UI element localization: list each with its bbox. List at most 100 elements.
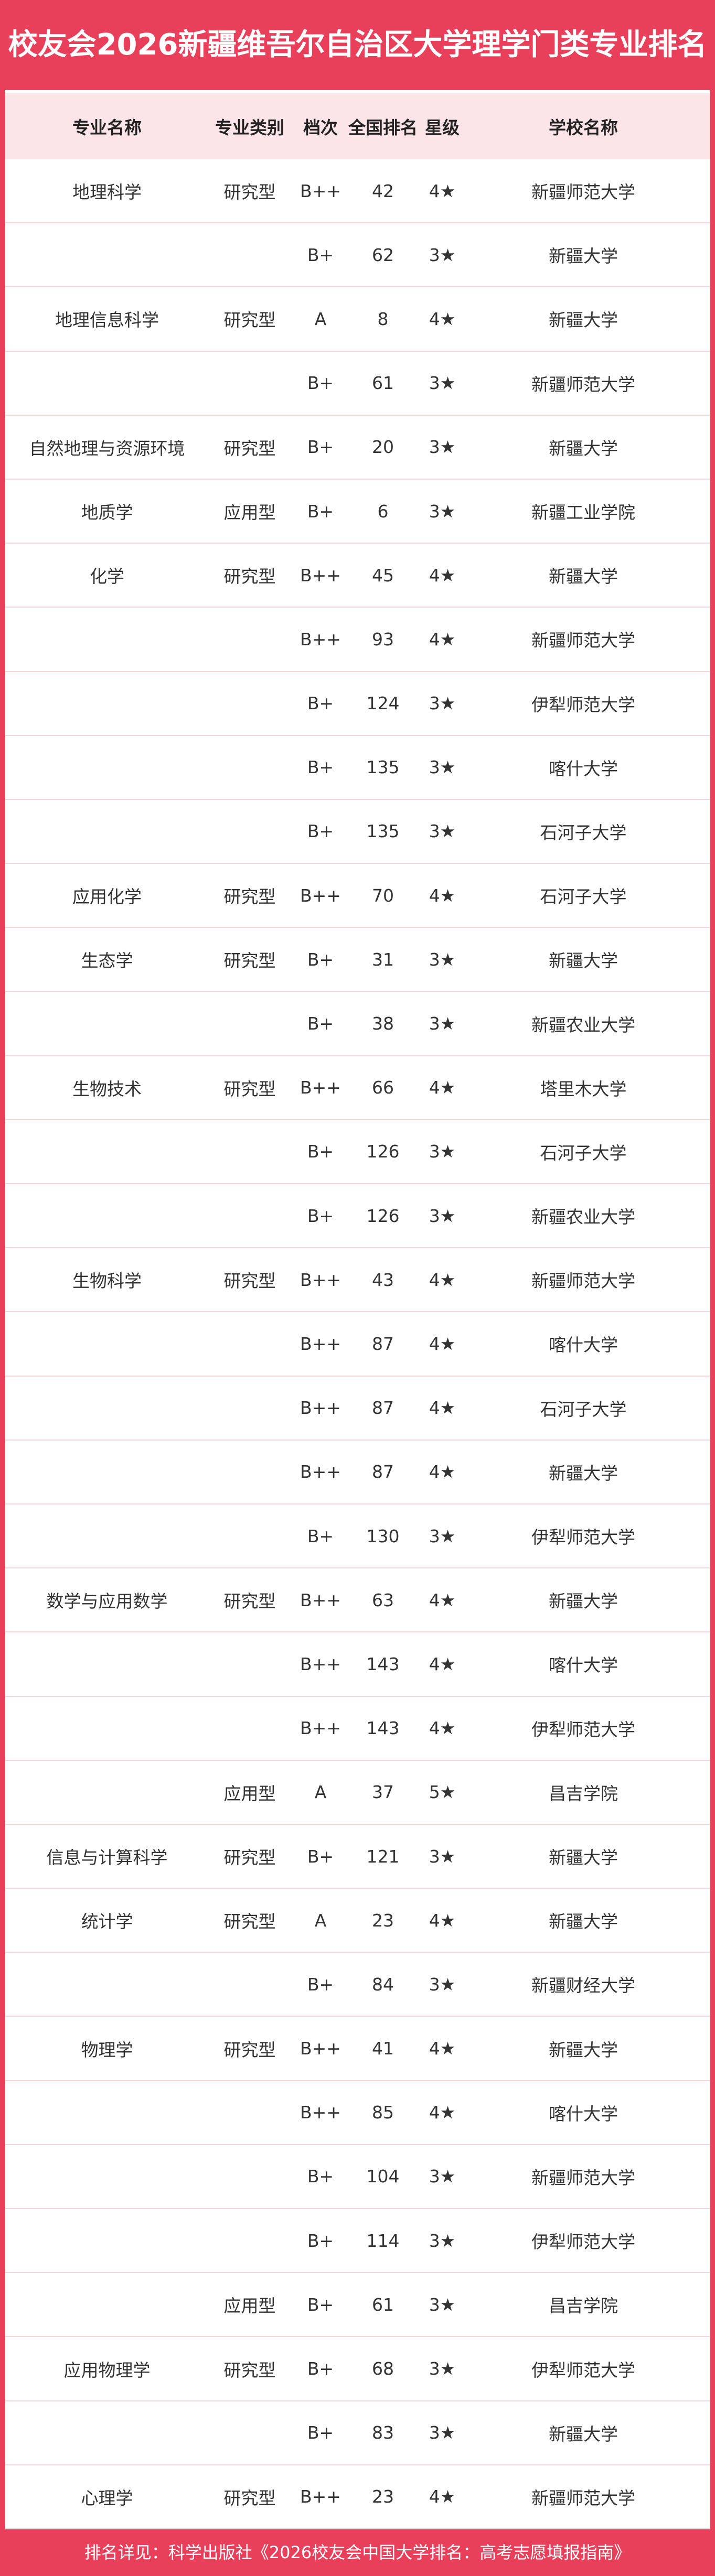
cell: 学校名称 [549, 117, 618, 138]
cell: 3★ [429, 757, 456, 778]
cell: 新疆大学 [549, 2039, 618, 2060]
cell: B+ [307, 2294, 334, 2315]
cell: 喀什大学 [549, 1655, 618, 1676]
cell: 地质学 [81, 502, 133, 523]
cell: 4★ [429, 1398, 456, 1419]
cell: 新疆师范大学 [531, 1271, 635, 1292]
table-row: 化学 研究型 B++ 45 4★ 新疆大学 [5, 544, 710, 608]
cell: 4★ [429, 2102, 456, 2123]
cell: 93 [372, 629, 394, 650]
cell: 42 [372, 180, 394, 201]
cell: B+ [307, 1205, 334, 1226]
cell: A [314, 1782, 327, 1803]
cell: 3★ [429, 1205, 456, 1226]
cell: B+ [307, 2166, 334, 2187]
cell: 104 [366, 2166, 400, 2187]
cell: 研究型 [223, 2359, 276, 2380]
cell: 新疆师范大学 [531, 630, 635, 651]
cell: B++ [300, 2486, 341, 2507]
table-row: 数学与应用数学 研究型 B++ 63 4★ 新疆大学 [5, 1568, 710, 1633]
cell: 43 [372, 1269, 394, 1290]
cell: 喀什大学 [549, 758, 618, 779]
cell: 3★ [429, 437, 456, 458]
cell: 生物科学 [72, 1271, 142, 1292]
cell: B++ [300, 1653, 341, 1674]
cell: 新疆工业学院 [531, 502, 635, 523]
cell: B+ [307, 693, 334, 714]
cell: 20 [372, 437, 394, 458]
table-row: 生态学 研究型 B+ 31 3★ 新疆大学 [5, 928, 710, 992]
cell: 143 [366, 1718, 400, 1739]
cell: B+ [307, 1525, 334, 1546]
cell: B++ [300, 1269, 341, 1290]
cell: 3★ [429, 821, 456, 842]
cell: B+ [307, 1141, 334, 1162]
cell: 6 [377, 501, 389, 522]
table-row: 信息与计算科学 研究型 B+ 121 3★ 新疆大学 [5, 1825, 710, 1889]
cell: 4★ [429, 629, 456, 650]
cell: B+ [307, 2358, 334, 2379]
cell: 4★ [429, 1718, 456, 1739]
table: 专业名称 专业类别 档次 全国排名 星级 学校名称 地理科学 研究型 B++ 42 4★ 新疆师范大学… [5, 90, 710, 2529]
table-row: 地理科学 研究型 B++ 42 4★ 新疆师范大学 [5, 159, 710, 224]
table-row: B++ 143 4★ 喀什大学 [5, 1632, 710, 1697]
table-row: 应用物理学 研究型 B+ 68 3★ 伊犁师范大学 [5, 2337, 710, 2401]
cell: 4★ [429, 1910, 456, 1931]
cell: B++ [300, 1462, 341, 1482]
cell: A [314, 308, 327, 329]
cell: 124 [366, 693, 400, 714]
cell: 新疆大学 [549, 246, 618, 267]
table-row: B+ 126 3★ 新疆农业大学 [5, 1184, 710, 1249]
table-row: 统计学 研究型 A 23 4★ 新疆大学 [5, 1889, 710, 1953]
cell: 伊犁师范大学 [531, 1527, 635, 1548]
cell: 新疆农业大学 [531, 1207, 635, 1228]
cell: 专业类别 [215, 117, 284, 138]
cell: B+ [307, 1974, 334, 1995]
cell: 研究型 [223, 950, 276, 971]
cell: 应用化学 [72, 886, 142, 907]
cell: 石河子大学 [540, 822, 627, 843]
table-row: B+ 62 3★ 新疆大学 [5, 223, 710, 288]
table-row: B++ 143 4★ 伊犁师范大学 [5, 1697, 710, 1761]
cell: 4★ [429, 565, 456, 586]
cell: A [314, 1910, 327, 1931]
cell: 应用型 [223, 1783, 276, 1804]
cell: 昌吉学院 [549, 1783, 618, 1804]
table-row: B+ 83 3★ 新疆大学 [5, 2401, 710, 2465]
cell: B++ [300, 629, 341, 650]
cell: B++ [300, 180, 341, 201]
cell: 新疆师范大学 [531, 2487, 635, 2508]
cell: 5★ [429, 1782, 456, 1803]
cell: 3★ [429, 2358, 456, 2379]
table-row: B+ 135 3★ 石河子大学 [5, 800, 710, 864]
cell: 70 [372, 885, 394, 906]
cell: B++ [300, 565, 341, 586]
cell: 3★ [429, 2422, 456, 2443]
cell: 31 [372, 949, 394, 970]
cell: 3★ [429, 373, 456, 394]
footer-note: 排名详见：科学出版社《2026校友会中国大学排名：高考志愿填报指南》 [84, 2542, 631, 2562]
cell: 新疆师范大学 [531, 374, 635, 395]
cell: 41 [372, 2038, 394, 2059]
table-row: B+ 104 3★ 新疆师范大学 [5, 2145, 710, 2210]
cell: 新疆大学 [549, 310, 618, 331]
cell: 4★ [429, 1077, 456, 1098]
table-row: B+ 124 3★ 伊犁师范大学 [5, 672, 710, 736]
cell: 研究型 [223, 566, 276, 587]
cell: 3★ [429, 949, 456, 970]
cell: 塔里木大学 [540, 1078, 627, 1099]
cell: 星级 [425, 117, 460, 138]
cell: 4★ [429, 1653, 456, 1674]
cell: 昌吉学院 [549, 2296, 618, 2317]
table-row: B+ 135 3★ 喀什大学 [5, 736, 710, 800]
cell: 8 [377, 308, 389, 329]
table-row: 生物技术 研究型 B++ 66 4★ 塔里木大学 [5, 1056, 710, 1120]
table-row: B+ 38 3★ 新疆农业大学 [5, 992, 710, 1056]
cell: 专业名称 [72, 117, 142, 138]
cell: B+ [307, 2230, 334, 2251]
cell: 伊犁师范大学 [531, 2232, 635, 2253]
cell: 信息与计算科学 [46, 1847, 168, 1868]
cell: 新疆大学 [549, 2423, 618, 2444]
cell: 114 [366, 2230, 400, 2251]
